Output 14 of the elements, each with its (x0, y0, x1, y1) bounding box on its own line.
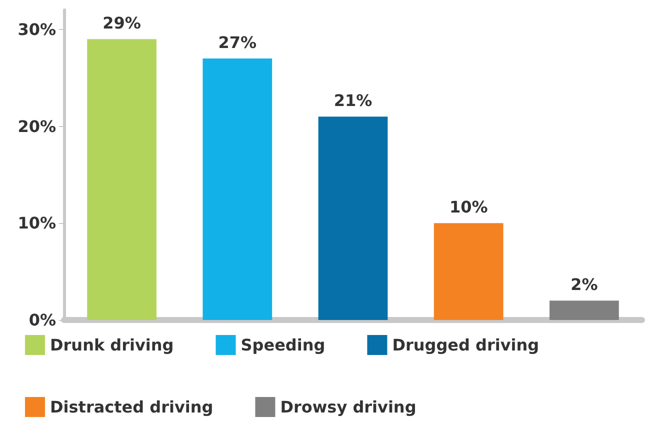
y-tick-label: 20% (18, 116, 56, 136)
text: 27% (218, 32, 257, 52)
y-tick-label: 10% (18, 214, 56, 233)
y-tick-label: 30% (18, 20, 56, 39)
legend-label: Speeding (240, 336, 326, 354)
legend-label: Drowsy driving (280, 398, 416, 416)
legend-label: Drugged driving (392, 336, 540, 354)
text: 29% (102, 14, 141, 33)
text: 10% (449, 198, 488, 217)
text: 2% (570, 275, 598, 294)
text: 21% (334, 91, 372, 110)
legend-label: Drunk driving (50, 336, 174, 354)
y-tick-label: 0% (28, 310, 56, 330)
legend-label: Distracted driving (50, 398, 214, 416)
